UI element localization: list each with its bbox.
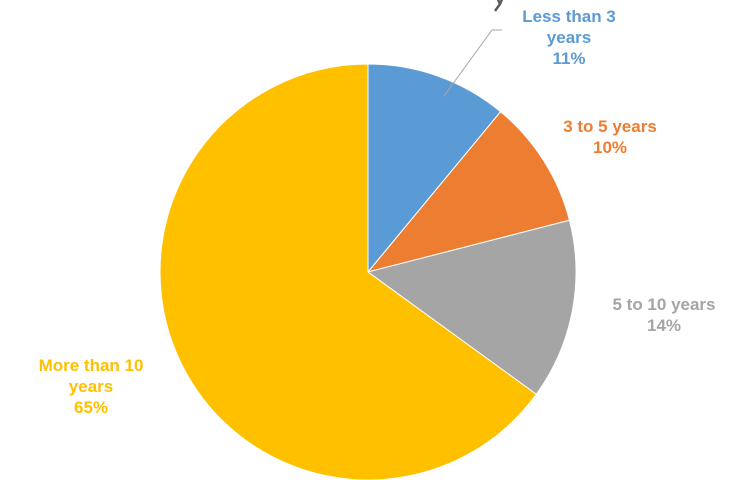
pie-labels: Less than 3 years 11% 3 to 5 years 10% 5 to 1… bbox=[39, 7, 716, 417]
data-label-3-to-5-years: 3 to 5 years 10% bbox=[563, 117, 657, 157]
data-label-value: 10% bbox=[593, 138, 627, 157]
slice-less-than-3-years bbox=[367, 63, 502, 274]
data-label-less-than-3-years: Less than 3 years 11% bbox=[522, 7, 616, 68]
data-label-category: 3 to 5 years bbox=[563, 117, 657, 136]
slice-3-to-5-years bbox=[366, 111, 571, 273]
data-label-5-to-10-years: 5 to 10 years 14% bbox=[612, 295, 715, 335]
slice-more-than-10-years bbox=[159, 63, 537, 480]
data-label-category: More than 10 bbox=[39, 356, 144, 375]
leader-line-less-than-3-years bbox=[443, 29, 502, 97]
data-label-more-than-10-years: More than 10 years 65% bbox=[39, 356, 144, 417]
data-label-category: years bbox=[547, 28, 591, 47]
data-label-value: 65% bbox=[74, 398, 108, 417]
data-label-category: 5 to 10 years bbox=[612, 295, 715, 314]
cropped-title-fragment bbox=[470, 0, 530, 12]
pie-slices bbox=[159, 63, 577, 480]
data-label-value: 11% bbox=[552, 49, 585, 68]
data-label-value: 14% bbox=[647, 316, 681, 335]
data-label-category: years bbox=[69, 377, 113, 396]
data-label-category: Less than 3 bbox=[522, 7, 616, 26]
slice-5-to-10-years bbox=[366, 219, 577, 395]
